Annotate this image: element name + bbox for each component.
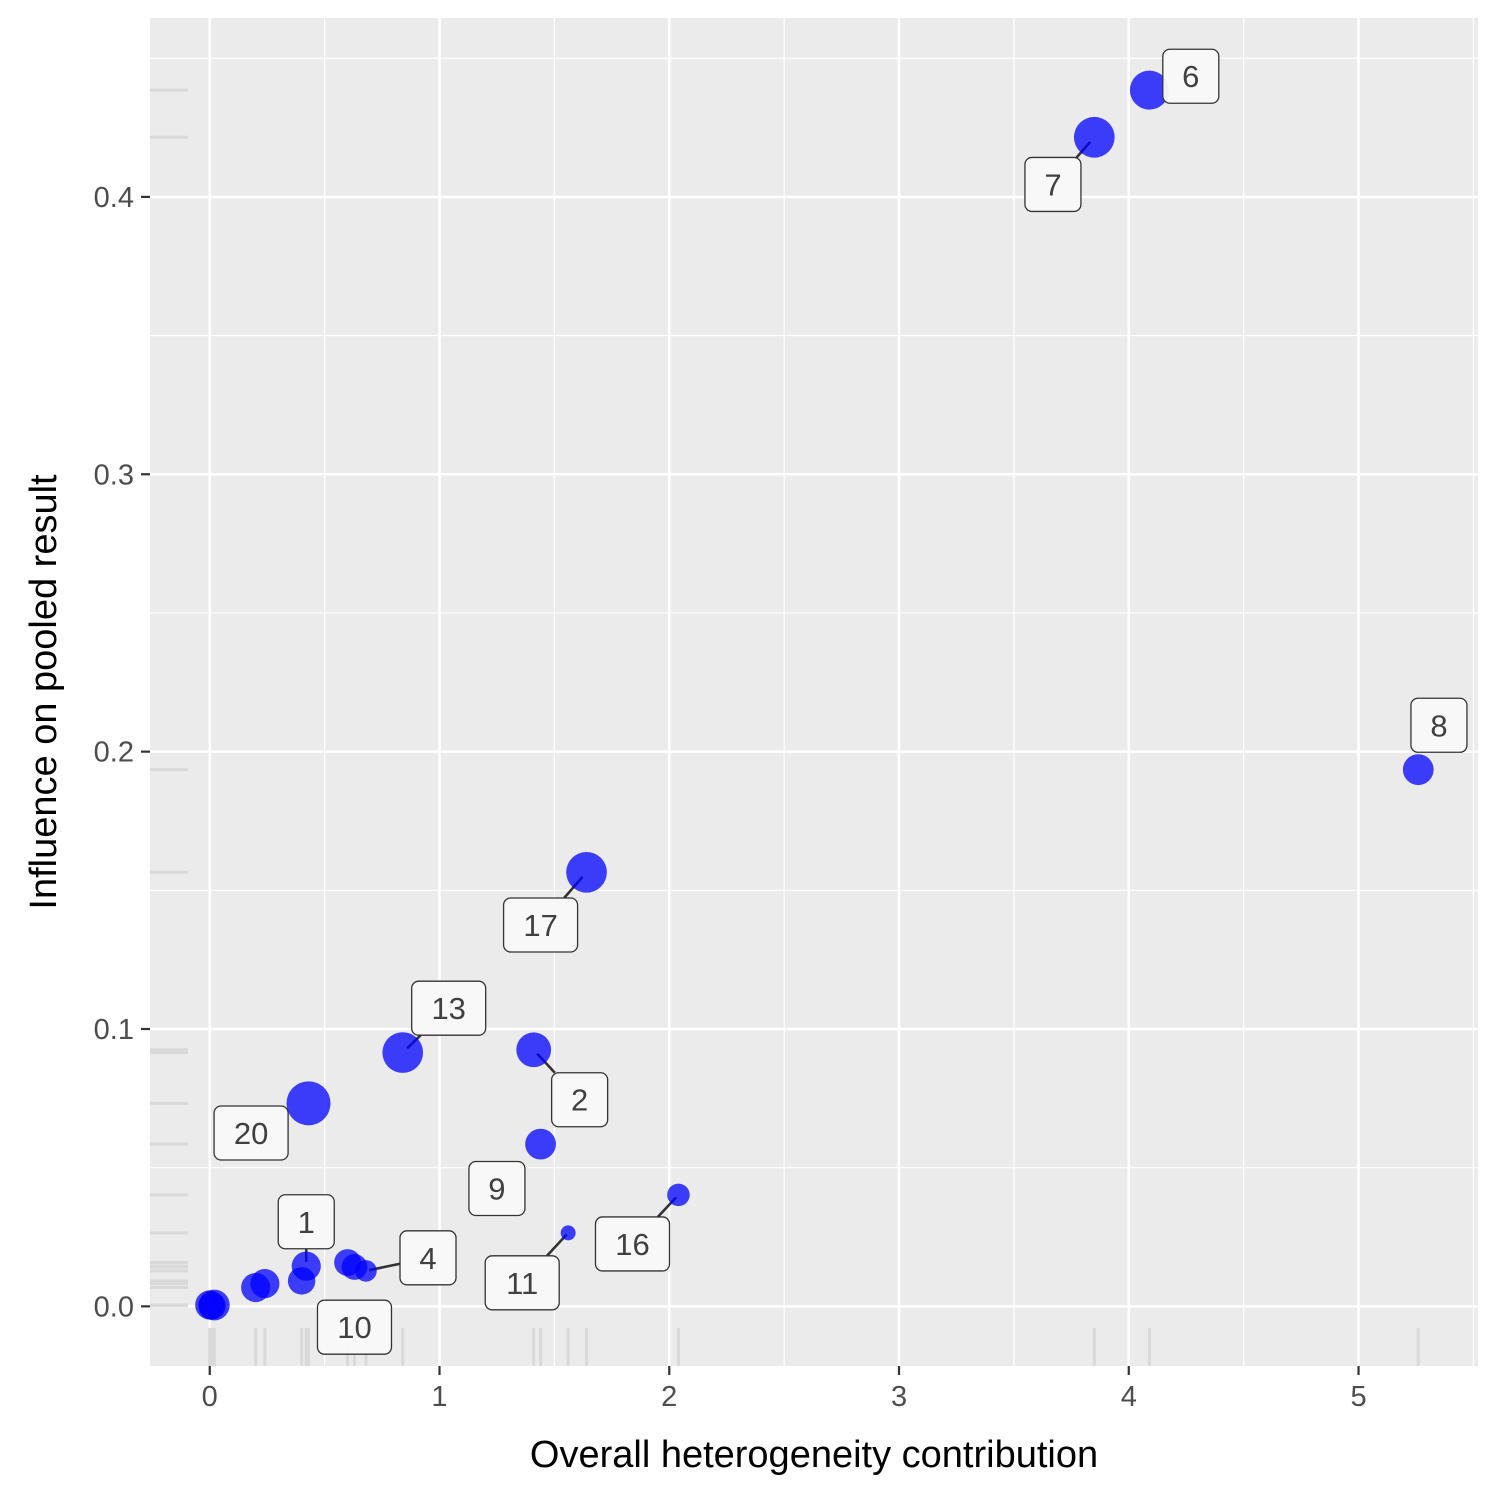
point-label-17: 17: [523, 908, 557, 943]
point-label-9: 9: [488, 1171, 505, 1206]
y-axis-ticks: 0.0 0.1 0.2 0.3 0.4: [94, 182, 150, 1323]
y-axis-title: Influence on pooled result: [23, 474, 65, 910]
x-axis-ticks: 0 1 2 3 4 5: [202, 1366, 1367, 1413]
data-point-8: [1402, 754, 1434, 786]
x-tick-label: 2: [661, 1381, 677, 1413]
data-point-15: [287, 1267, 316, 1295]
x-tick-label: 5: [1350, 1381, 1366, 1413]
data-point-9: [525, 1128, 556, 1160]
point-label-box-17: [502, 897, 579, 953]
point-label-box-9: [468, 1160, 526, 1217]
major-gridlines: [150, 18, 1478, 1366]
point-label-13: 13: [431, 991, 465, 1026]
x-tick-label: 1: [431, 1381, 447, 1413]
point-label-4: 4: [419, 1241, 436, 1276]
point-label-7: 7: [1044, 167, 1061, 202]
point-label-box-8: [1410, 697, 1468, 753]
y-rug: [150, 88, 188, 1308]
x-tick-label: 3: [891, 1381, 907, 1413]
data-point-16: [667, 1183, 690, 1207]
point-label-10: 10: [337, 1310, 371, 1345]
data-point-13: [382, 1032, 424, 1073]
data-points: [195, 70, 1434, 1321]
point-label-box-4: [399, 1230, 457, 1286]
point-label-box-20: [213, 1105, 289, 1161]
point-label-1: 1: [298, 1205, 315, 1240]
data-point-19: [198, 1292, 226, 1320]
data-point-17: [566, 851, 607, 893]
point-label-box-13: [411, 980, 487, 1036]
data-point-20: [286, 1081, 331, 1126]
plot-panel: [150, 18, 1478, 1366]
point-label-11: 11: [506, 1266, 538, 1301]
y-tick-label: 0.4: [94, 182, 134, 214]
data-point-6: [1129, 70, 1169, 110]
point-label-box-1: [277, 1194, 335, 1250]
x-rug: [208, 1328, 1420, 1366]
point-label-box-16: [594, 1216, 671, 1272]
x-tick-label: 0: [202, 1381, 218, 1413]
point-labels: 6 7 8 17 13 2 20 9 1 4 16 11 10: [213, 48, 1468, 1355]
data-point-18: [334, 1249, 362, 1276]
y-tick-label: 0.0: [94, 1291, 134, 1323]
point-label-16: 16: [615, 1227, 649, 1262]
minor-gridlines: [150, 18, 1478, 1366]
x-axis-title: Overall heterogeneity contribution: [530, 1434, 1098, 1476]
point-label-box-11: [484, 1255, 560, 1311]
point-label-box-10: [316, 1299, 393, 1355]
data-point-2: [516, 1032, 552, 1068]
x-tick-label: 4: [1121, 1381, 1137, 1413]
data-point-14: [241, 1272, 271, 1303]
y-tick-label: 0.1: [94, 1014, 134, 1046]
point-label-8: 8: [1430, 708, 1447, 743]
data-point-7: [1073, 116, 1115, 158]
data-point-11: [560, 1225, 576, 1241]
point-label-6: 6: [1182, 59, 1199, 94]
y-tick-label: 0.2: [94, 737, 134, 769]
point-label-2: 2: [571, 1083, 588, 1118]
point-label-20: 20: [234, 1116, 268, 1151]
point-label-box-2: [550, 1072, 609, 1128]
y-tick-label: 0.3: [94, 459, 134, 491]
point-label-box-6: [1162, 48, 1220, 104]
point-label-box-7: [1024, 156, 1082, 213]
